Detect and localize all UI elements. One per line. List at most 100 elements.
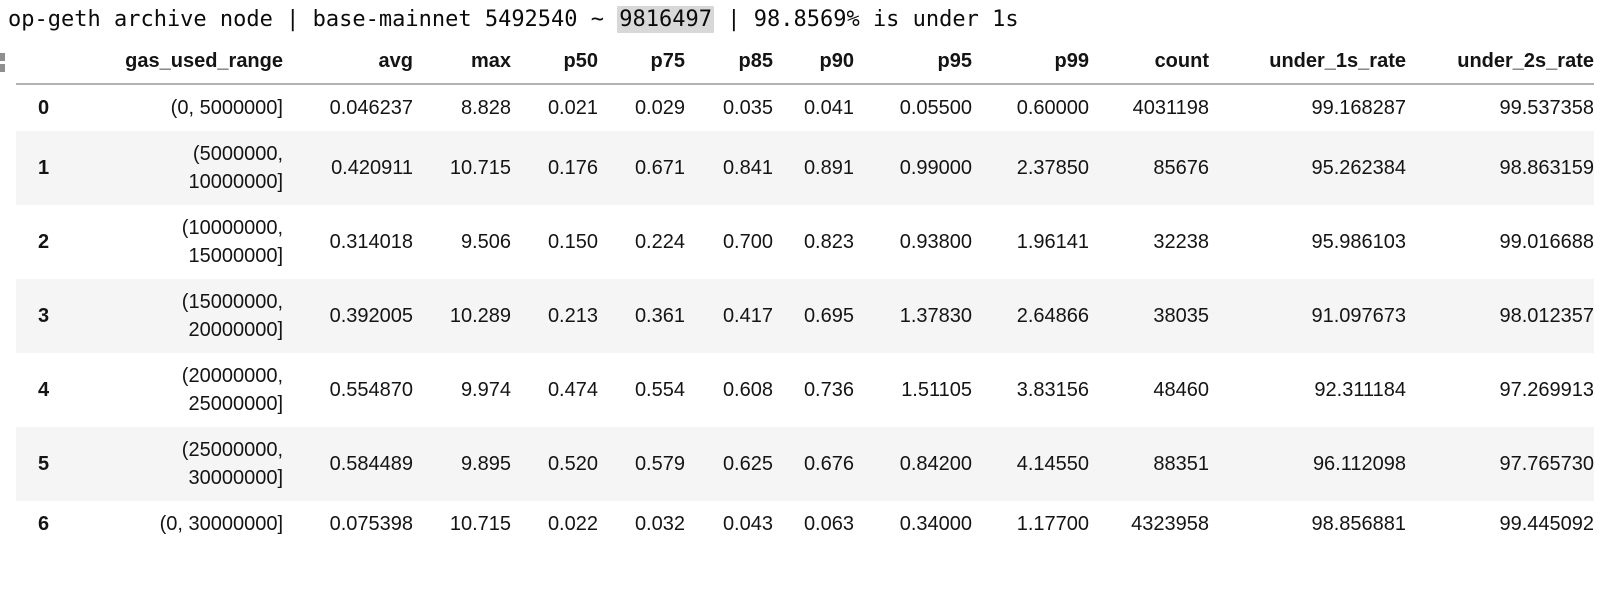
cell-under_1s_rate: 96.112098 (1312, 453, 1406, 475)
cell-count: 48460 (1153, 379, 1209, 401)
cell-under_2s_rate: 99.445092 (1499, 513, 1594, 535)
index-column-header (16, 39, 71, 85)
cell-count: 4323958 (1131, 513, 1209, 535)
row-index: 4 (37, 379, 50, 401)
cell-p85: 0.043 (722, 513, 773, 535)
cell-max: 9.895 (460, 453, 511, 475)
cell-under_2s_rate: 98.863159 (1499, 157, 1594, 179)
cell-gas_used_range: (0, 30000000] (159, 513, 283, 535)
cell-p95: 0.84200 (899, 453, 972, 475)
cell-p75: 0.032 (634, 513, 685, 535)
column-header-gas_used_range: gas_used_range (71, 39, 283, 85)
cell-p90: 0.695 (803, 305, 854, 327)
cell-p85: 0.417 (722, 305, 773, 327)
column-header-under_1s_rate: under_1s_rate (1209, 39, 1406, 85)
cell-under_1s_rate: 92.311184 (1314, 379, 1406, 401)
cell-under_1s_rate: 91.097673 (1311, 305, 1406, 327)
output-title: op-geth archive node | base-mainnet 5492… (0, 0, 1600, 35)
column-header-p50: p50 (511, 39, 598, 85)
cell-p75: 0.361 (634, 305, 685, 327)
table-row: 1 (5000000, 10000000] 0.420911 10.715 0.176 0… (16, 131, 1594, 205)
cell-p75: 0.029 (634, 97, 685, 119)
cell-p50: 0.176 (547, 157, 598, 179)
cell-p99: 1.17700 (1016, 513, 1089, 535)
cell-under_2s_rate: 97.765730 (1499, 453, 1594, 475)
cell-p50: 0.474 (547, 379, 598, 401)
title-prefix: op-geth archive node | base-mainnet 5492… (8, 7, 618, 32)
dataframe-table: gas_used_range avg max p50 p75 p85 p90 p95 p99 co… (16, 39, 1594, 547)
cell-under_2s_rate: 97.269913 (1499, 379, 1594, 401)
cell-p85: 0.841 (722, 157, 773, 179)
column-header-p75: p75 (598, 39, 685, 85)
cell-p90: 0.041 (803, 97, 854, 119)
header-row: gas_used_range avg max p50 p75 p85 p90 p95 p99 co… (16, 39, 1594, 85)
cell-p50: 0.022 (547, 513, 598, 535)
cell-p75: 0.671 (634, 157, 685, 179)
cell-gas_used_range: (15000000, 20000000] (181, 291, 283, 341)
cell-count: 88351 (1153, 453, 1209, 475)
row-index: 5 (37, 453, 50, 475)
table-body: 0 (0, 5000000] 0.046237 8.828 0.021 0.029 0.03… (16, 84, 1594, 547)
column-header-avg: avg (283, 39, 413, 85)
cell-avg: 0.046237 (329, 97, 413, 119)
cell-avg: 0.314018 (329, 231, 413, 253)
cell-max: 10.715 (449, 513, 511, 535)
cell-p85: 0.625 (722, 453, 773, 475)
cell-under_2s_rate: 99.537358 (1499, 97, 1594, 119)
cell-count: 32238 (1153, 231, 1209, 253)
cell-p99: 4.14550 (1016, 453, 1089, 475)
cell-gas_used_range: (20000000, 25000000] (181, 365, 283, 415)
cell-p50: 0.520 (547, 453, 598, 475)
cell-p85: 0.035 (722, 97, 773, 119)
cell-under_2s_rate: 99.016688 (1499, 231, 1594, 253)
cell-gas_used_range: (25000000, 30000000] (181, 439, 283, 489)
cell-max: 10.289 (449, 305, 511, 327)
cell-p95: 1.37830 (899, 305, 972, 327)
column-header-max: max (413, 39, 511, 85)
cell-max: 10.715 (449, 157, 511, 179)
cell-under_2s_rate: 98.012357 (1499, 305, 1594, 327)
row-index: 6 (37, 513, 50, 535)
cell-count: 85676 (1153, 157, 1209, 179)
cell-p85: 0.608 (722, 379, 773, 401)
cell-under_1s_rate: 95.262384 (1311, 157, 1406, 179)
cell-p99: 1.96141 (1016, 231, 1089, 253)
cell-avg: 0.420911 (331, 157, 413, 179)
cell-p90: 0.676 (803, 453, 854, 475)
cell-p99: 2.64866 (1016, 305, 1089, 327)
table-row: 6 (0, 30000000] 0.075398 10.715 0.022 0.032 0.… (16, 501, 1594, 547)
cell-max: 9.506 (460, 231, 511, 253)
row-index: 0 (37, 97, 50, 119)
row-index: 1 (37, 157, 50, 179)
cell-p85: 0.700 (722, 231, 773, 253)
column-header-p85: p85 (685, 39, 773, 85)
table-header: gas_used_range avg max p50 p75 p85 p90 p95 p99 co… (16, 39, 1594, 85)
cell-p95: 0.34000 (899, 513, 972, 535)
cell-avg: 0.075398 (329, 513, 413, 535)
cell-under_1s_rate: 98.856881 (1311, 513, 1406, 535)
table-row: 3 (15000000, 20000000] 0.392005 10.289 0.213… (16, 279, 1594, 353)
cell-p75: 0.579 (634, 453, 685, 475)
cell-p75: 0.224 (634, 231, 685, 253)
cell-p95: 1.51105 (901, 379, 972, 401)
row-index: 3 (37, 305, 50, 327)
table-row: 2 (10000000, 15000000] 0.314018 9.506 0.150 0… (16, 205, 1594, 279)
handle-bar (0, 53, 5, 61)
cell-p50: 0.150 (547, 231, 598, 253)
title-highlighted-number: 9816497 (617, 6, 714, 33)
column-header-p95: p95 (854, 39, 972, 85)
cell-gas_used_range: (0, 5000000] (170, 97, 283, 119)
cell-avg: 0.392005 (329, 305, 413, 327)
cell-max: 9.974 (460, 379, 511, 401)
column-header-p99: p99 (972, 39, 1089, 85)
cell-gas_used_range: (10000000, 15000000] (181, 217, 283, 267)
cell-p90: 0.891 (803, 157, 854, 179)
table-row: 4 (20000000, 25000000] 0.554870 9.974 0.474 0… (16, 353, 1594, 427)
cell-under_1s_rate: 95.986103 (1311, 231, 1406, 253)
cell-p95: 0.93800 (899, 231, 972, 253)
cell-p75: 0.554 (634, 379, 685, 401)
cell-p95: 0.05500 (899, 97, 972, 119)
title-suffix: | 98.8569% is under 1s (714, 7, 1019, 32)
table-row: 0 (0, 5000000] 0.046237 8.828 0.021 0.029 0.03… (16, 84, 1594, 131)
cell-count: 4031198 (1132, 97, 1209, 119)
